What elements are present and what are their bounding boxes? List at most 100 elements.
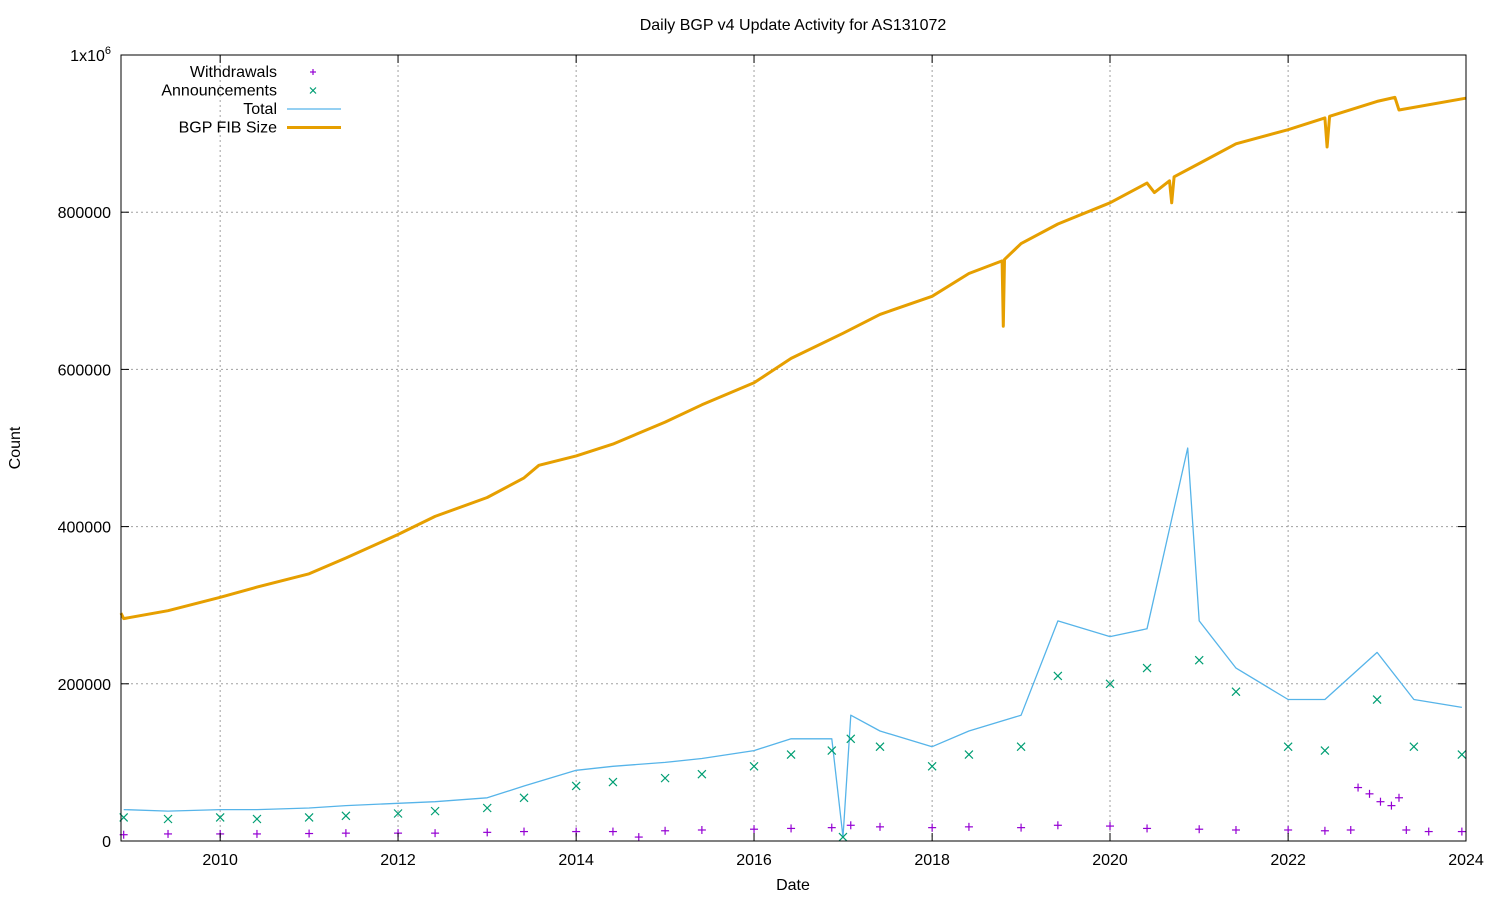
data-point-withdrawals	[608, 827, 617, 836]
x-tick-label: 2014	[558, 852, 594, 869]
data-point-announcements	[1320, 746, 1330, 756]
x-tick-label: 2018	[914, 852, 950, 869]
data-point-withdrawals	[483, 828, 492, 837]
x-tick-label: 2016	[736, 852, 772, 869]
legend-item-withdrawals: Withdrawals	[190, 64, 316, 81]
legend-swatch	[309, 87, 317, 94]
data-point-withdrawals	[875, 822, 884, 831]
data-point-withdrawals	[964, 822, 973, 831]
data-point-withdrawals	[1394, 793, 1403, 802]
series-total	[123, 447, 1463, 838]
legend-label: Withdrawals	[190, 64, 277, 81]
data-point-withdrawals	[1402, 825, 1411, 834]
y-tick-label: 1x106	[70, 45, 111, 65]
axis-ticks: 0 200000 400000 600000 800000 1x106 2010 2012 20…	[58, 45, 1484, 869]
data-point-withdrawals	[846, 821, 855, 830]
data-point-announcements	[163, 814, 173, 824]
legend-label: Announcements	[161, 83, 277, 100]
data-point-announcements	[786, 750, 796, 759]
legend-item-total: Total	[243, 101, 341, 118]
grid	[121, 55, 1466, 841]
data-point-withdrawals	[928, 823, 937, 832]
data-point-announcements	[749, 761, 759, 771]
data-point-announcements	[482, 803, 492, 813]
y-tick-label: 0	[102, 834, 111, 851]
series-bgp-fib-size	[119, 95, 1467, 621]
legend-item-announcements: Announcements	[161, 83, 317, 100]
data-point-withdrawals	[305, 829, 314, 838]
data-point-announcements	[1142, 663, 1152, 673]
data-point-withdrawals	[697, 825, 706, 834]
data-point-withdrawals	[1354, 783, 1363, 792]
plot-frame	[120, 54, 1467, 842]
data-point-announcements	[1016, 742, 1026, 752]
data-point-announcements	[1105, 679, 1115, 689]
data-point-withdrawals	[520, 827, 529, 836]
legend-label: BGP FIB Size	[179, 120, 278, 137]
data-point-announcements	[846, 734, 856, 744]
plot-area	[119, 95, 1467, 842]
data-point-withdrawals	[1457, 827, 1466, 836]
data-point-withdrawals	[1365, 789, 1374, 798]
data-point-withdrawals	[1143, 824, 1152, 833]
data-point-announcements	[697, 769, 707, 779]
data-point-announcements	[519, 793, 529, 803]
data-point-announcements	[660, 773, 670, 783]
data-point-announcements	[1283, 742, 1293, 752]
data-point-withdrawals	[1195, 825, 1204, 834]
data-point-announcements	[608, 777, 618, 787]
data-point-withdrawals	[1387, 801, 1396, 810]
y-axis-label: Count	[7, 426, 24, 469]
data-point-announcements	[430, 806, 440, 816]
data-point-withdrawals	[431, 829, 440, 838]
x-tick-label: 2024	[1448, 852, 1484, 869]
x-tick-label: 2020	[1092, 852, 1128, 869]
data-point-withdrawals	[661, 826, 670, 835]
data-point-withdrawals	[1231, 825, 1240, 834]
data-point-announcements	[1194, 655, 1204, 665]
data-point-announcements	[1053, 671, 1063, 681]
y-tick-label: 400000	[58, 520, 111, 537]
data-point-announcements	[875, 742, 885, 752]
x-tick-label: 2010	[202, 852, 238, 869]
data-point-announcements	[1457, 750, 1467, 759]
data-point-announcements	[215, 812, 225, 822]
data-point-withdrawals	[634, 833, 643, 842]
data-point-announcements	[341, 811, 351, 821]
legend-item-bgp-fib-size: BGP FIB Size	[179, 120, 341, 137]
y-tick-label: 200000	[58, 677, 111, 694]
data-point-withdrawals	[1320, 826, 1329, 835]
data-point-announcements	[252, 814, 262, 824]
data-point-announcements	[964, 750, 974, 759]
data-point-announcements	[304, 812, 314, 822]
data-point-withdrawals	[1106, 822, 1115, 831]
data-point-announcements	[838, 832, 848, 842]
chart-title: Daily BGP v4 Update Activity for AS13107…	[640, 17, 947, 34]
data-point-announcements	[1409, 742, 1419, 752]
y-tick-label: 800000	[58, 205, 111, 222]
data-point-withdrawals	[1017, 823, 1026, 832]
data-point-withdrawals	[1376, 797, 1385, 806]
x-tick-label: 2022	[1270, 852, 1306, 869]
data-point-withdrawals	[1053, 821, 1062, 830]
series-announcements	[119, 655, 1467, 842]
data-point-withdrawals	[750, 825, 759, 834]
data-point-withdrawals	[827, 823, 836, 832]
data-point-withdrawals	[787, 824, 796, 833]
data-point-withdrawals	[252, 829, 261, 838]
data-point-announcements	[393, 809, 403, 818]
data-point-withdrawals	[1284, 825, 1293, 834]
x-tick-label: 2012	[380, 852, 416, 869]
legend-label: Total	[243, 101, 277, 118]
data-point-withdrawals	[1424, 827, 1433, 836]
data-point-announcements	[927, 761, 937, 771]
data-point-announcements	[1231, 687, 1241, 697]
x-axis-label: Date	[776, 877, 810, 894]
data-point-announcements	[1372, 695, 1382, 704]
series-withdrawals	[119, 783, 1466, 842]
data-point-withdrawals	[164, 829, 173, 838]
data-point-withdrawals	[341, 829, 350, 838]
series-line-total	[123, 447, 1463, 838]
